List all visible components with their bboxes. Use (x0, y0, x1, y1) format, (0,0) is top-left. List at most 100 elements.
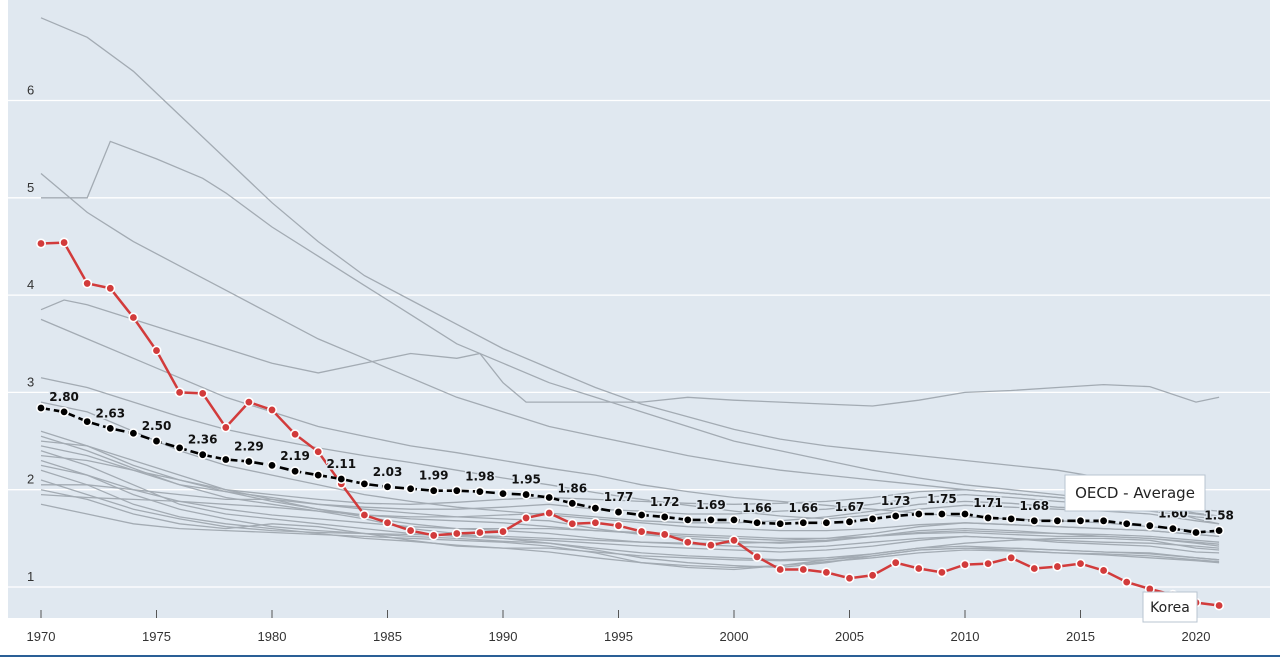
context-country-lines (40, 17, 1220, 571)
korea-point-2017 (1121, 577, 1132, 588)
x-tick-1995: 1995 (604, 629, 633, 644)
oecd-point-2021 (1214, 525, 1225, 536)
oecd-point-2005 (844, 516, 855, 527)
oecd-label-1997: 1.72 (650, 495, 680, 509)
oecd-point-1973 (105, 423, 116, 434)
oecd-point-1986 (405, 483, 416, 494)
oecd-label-1973: 2.63 (95, 406, 125, 420)
korea-line (40, 241, 1220, 607)
korea-point-1974 (128, 312, 139, 323)
korea-point-1992 (544, 508, 555, 519)
oecd-label-2003: 1.66 (788, 501, 818, 515)
x-tick-2005: 2005 (835, 629, 864, 644)
korea-point-1982 (313, 446, 324, 457)
korea-series (35, 237, 1225, 611)
oecd-label-1993: 1.86 (557, 481, 587, 495)
x-tick-1985: 1985 (373, 629, 402, 644)
oecd-point-1991 (521, 489, 532, 500)
y-tick-5: 5 (27, 180, 34, 195)
korea-point-1997 (659, 529, 670, 540)
oecd-point-2013 (1029, 515, 1040, 526)
korea-point-1999 (705, 540, 716, 551)
korea-point-2015 (1075, 558, 1086, 569)
korea-point-1993 (567, 518, 578, 529)
oecd-label-2005: 1.67 (835, 500, 865, 514)
oecd-point-2019 (1167, 523, 1178, 534)
korea-point-1971 (59, 237, 70, 248)
oecd-point-1988 (451, 485, 462, 496)
korea-point-1991 (521, 512, 532, 523)
oecd-point-2010 (959, 509, 970, 520)
context-line-14 (40, 489, 1220, 562)
oecd-point-2020 (1191, 527, 1202, 538)
y-tick-6: 6 (27, 83, 34, 98)
korea-point-2021 (1214, 600, 1225, 611)
oecd-point-1981 (290, 466, 301, 477)
korea-point-1981 (290, 429, 301, 440)
korea-point-1975 (151, 345, 162, 356)
korea-point-1973 (105, 283, 116, 294)
oecd-point-1983 (336, 473, 347, 484)
oecd-line (40, 406, 1220, 534)
oecd-point-2014 (1052, 515, 1063, 526)
oecd-average-callout: OECD - Average (1064, 474, 1206, 512)
oecd-point-2002 (775, 518, 786, 529)
context-line-4 (40, 299, 1220, 407)
oecd-point-1984 (359, 478, 370, 489)
korea-point-1995 (613, 520, 624, 531)
oecd-point-1974 (128, 428, 139, 439)
korea-point-2003 (798, 564, 809, 575)
oecd-label-1979: 2.29 (234, 439, 264, 453)
oecd-point-1971 (59, 406, 70, 417)
y-tick-2: 2 (27, 472, 34, 487)
korea-point-2012 (1006, 552, 1017, 563)
oecd-point-2007 (890, 510, 901, 521)
oecd-point-1993 (567, 498, 578, 509)
oecd-point-1972 (82, 416, 93, 427)
oecd-point-1992 (544, 492, 555, 503)
oecd-point-1999 (705, 514, 716, 525)
x-tick-2000: 2000 (720, 629, 749, 644)
context-line-15 (40, 503, 1220, 571)
oecd-point-2001 (752, 517, 763, 528)
x-tick-2010: 2010 (951, 629, 980, 644)
oecd-point-2015 (1075, 515, 1086, 526)
korea-point-1996 (636, 526, 647, 537)
korea-point-2006 (867, 570, 878, 581)
korea-point-2007 (890, 557, 901, 568)
oecd-point-2012 (1006, 513, 1017, 524)
context-line-2 (41, 140, 1220, 525)
oecd-point-2008 (913, 509, 924, 520)
korea-point-2000 (728, 535, 739, 546)
oecd-point-2018 (1144, 520, 1155, 531)
oecd-point-2016 (1098, 515, 1109, 526)
x-tick-2015: 2015 (1066, 629, 1095, 644)
korea-point-2010 (959, 559, 970, 570)
oecd-point-1989 (474, 486, 485, 497)
oecd-label-1985: 2.03 (373, 465, 403, 479)
korea-point-2014 (1052, 561, 1063, 572)
oecd-label-1999: 1.69 (696, 498, 726, 512)
oecd-point-1977 (197, 449, 208, 460)
korea-point-2009 (936, 567, 947, 578)
oecd-point-1976 (174, 442, 185, 453)
oecd-label-2009: 1.75 (927, 492, 957, 506)
oecd-callout-box (1064, 474, 1206, 512)
oecd-label-1987: 1.99 (419, 469, 449, 483)
korea-point-1980 (266, 404, 277, 415)
oecd-label-1971: 2.80 (49, 390, 79, 404)
korea-callout-box (1142, 591, 1198, 623)
context-line-1 (40, 17, 1197, 501)
oecd-label-1983: 2.11 (326, 457, 356, 471)
oecd-point-1980 (266, 460, 277, 471)
korea-point-2013 (1029, 563, 1040, 574)
korea-point-2004 (821, 567, 832, 578)
korea-point-1970 (35, 238, 46, 249)
oecd-point-2017 (1121, 518, 1132, 529)
korea-point-1986 (405, 525, 416, 536)
korea-point-2011 (983, 558, 994, 569)
oecd-label-1981: 2.19 (280, 449, 310, 463)
y-axis-ticks: 1 2 3 4 5 6 (27, 83, 34, 585)
oecd-label-2013: 1.68 (1019, 499, 1049, 513)
korea-point-2005 (844, 573, 855, 584)
